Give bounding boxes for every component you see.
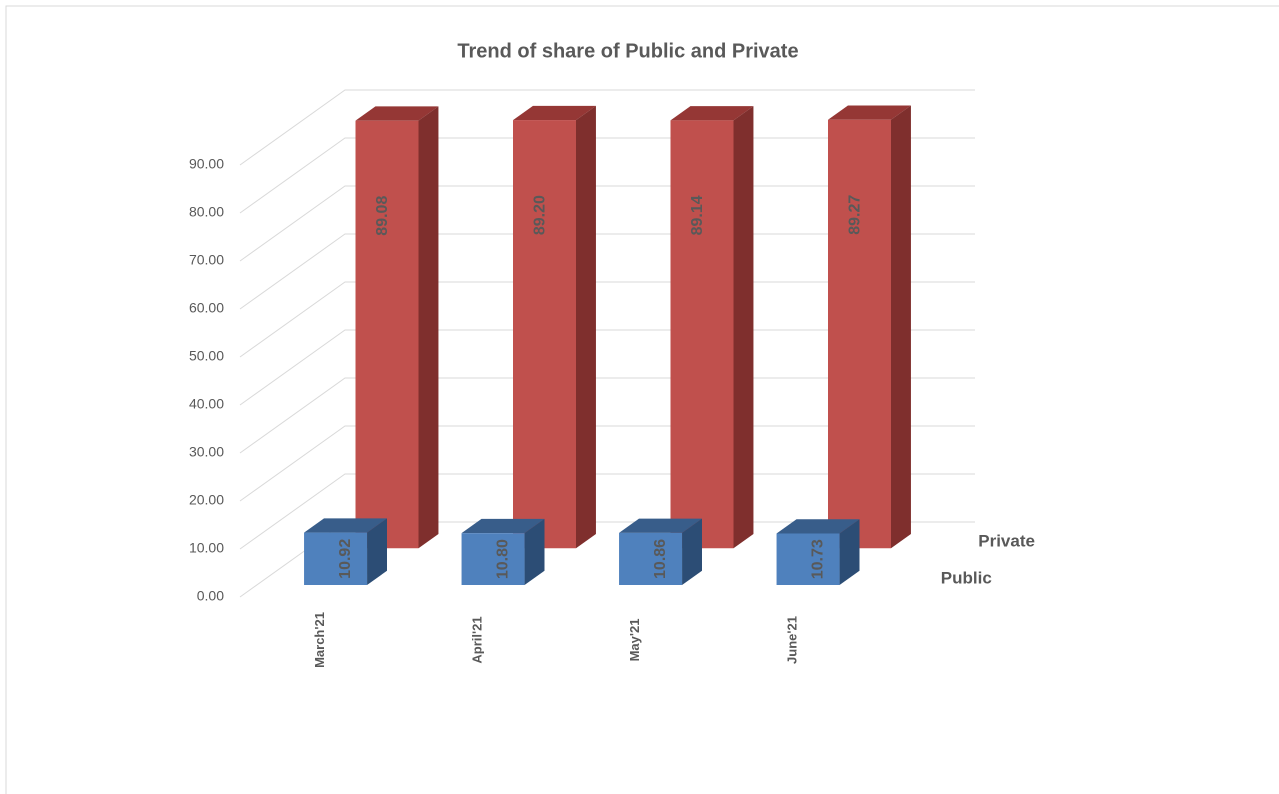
- bar-side: [524, 518, 545, 585]
- bar-front: [776, 533, 840, 585]
- bar-side: [891, 105, 911, 549]
- bar-top: [513, 105, 596, 121]
- bar-top: [355, 106, 439, 121]
- value-label: 10.80: [494, 539, 511, 579]
- bar-side: [418, 106, 439, 549]
- x-tick-label: May'21: [627, 619, 642, 662]
- grid-line: [239, 425, 975, 502]
- y-tick-label: 60.00: [189, 300, 224, 316]
- y-tick-label: 90.00: [189, 156, 224, 172]
- bar-front: [619, 532, 683, 585]
- bar-top: [304, 518, 387, 533]
- y-tick-label: 40.00: [189, 396, 224, 412]
- bar: [461, 518, 545, 585]
- bar: [670, 106, 754, 549]
- bar-side: [733, 106, 754, 549]
- bar-front: [513, 120, 576, 549]
- bar-front: [670, 120, 734, 549]
- bar: [776, 519, 860, 585]
- value-label: 89.14: [689, 195, 706, 235]
- grid-line: [239, 281, 975, 358]
- bar: [513, 105, 596, 549]
- bar-top: [828, 105, 911, 120]
- bar-side: [839, 519, 860, 585]
- value-label: 89.20: [532, 195, 549, 235]
- y-tick-label: 20.00: [189, 492, 224, 508]
- y-tick-label: 10.00: [189, 540, 224, 556]
- value-label: 89.08: [374, 196, 391, 236]
- bar: [828, 105, 911, 549]
- grid-line: [239, 185, 975, 262]
- bar: [355, 106, 439, 549]
- value-label: 10.86: [652, 539, 669, 579]
- series-label: Private: [978, 532, 1035, 551]
- grid-line: [239, 233, 975, 310]
- bar: [304, 518, 387, 585]
- grid-line: [239, 473, 975, 550]
- bar-top: [776, 519, 860, 534]
- chart-title: Trend of share of Public and Private: [457, 40, 798, 62]
- bar: [619, 518, 702, 585]
- grid-line: [239, 137, 975, 214]
- bar-side: [682, 518, 702, 585]
- y-tick-label: 30.00: [189, 444, 224, 460]
- value-label: 10.92: [337, 539, 354, 579]
- value-label: 89.27: [847, 195, 864, 235]
- bar-top: [670, 106, 754, 121]
- x-tick-label: April'21: [470, 616, 485, 663]
- value-label: 10.73: [809, 539, 826, 579]
- bar-front: [461, 533, 525, 585]
- bar-side: [367, 518, 387, 585]
- bar-front: [355, 120, 419, 549]
- x-tick-label: March'21: [312, 612, 327, 668]
- y-tick-label: 70.00: [189, 252, 224, 268]
- bar-front: [304, 532, 368, 585]
- grid-line: [239, 89, 975, 166]
- chart-frame: [5, 5, 1279, 794]
- bar-side: [576, 105, 596, 549]
- bar-top: [619, 518, 702, 533]
- y-tick-label: 0.00: [197, 588, 224, 604]
- y-tick-label: 50.00: [189, 348, 224, 364]
- series-label: Public: [941, 568, 992, 587]
- y-tick-label: 80.00: [189, 204, 224, 220]
- grid-line: [239, 329, 975, 406]
- bar-top: [461, 518, 545, 534]
- grid-line: [239, 377, 975, 454]
- x-tick-label: June'21: [785, 616, 800, 664]
- bar-front: [828, 119, 891, 549]
